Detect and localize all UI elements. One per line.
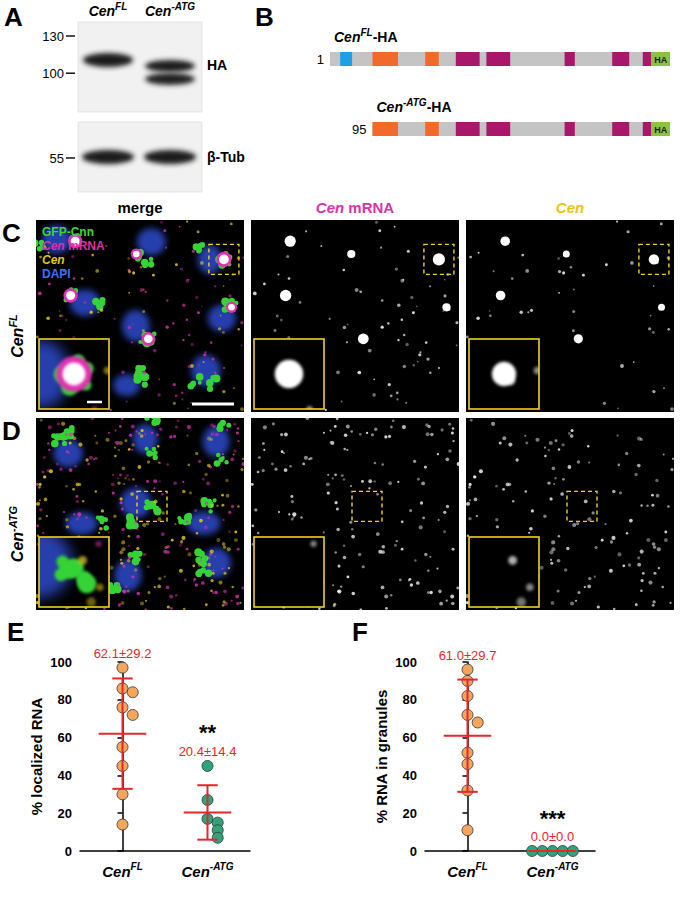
svg-text:FL: FL <box>131 861 143 872</box>
svg-text:100: 100 <box>395 655 417 670</box>
svg-text:Cen: Cen <box>526 863 554 880</box>
svg-text:60: 60 <box>58 730 72 745</box>
svg-text:Cen: Cen <box>447 863 475 880</box>
svg-text:-ATG: -ATG <box>555 861 579 872</box>
svg-text:E: E <box>7 617 24 647</box>
svg-text:HA: HA <box>654 125 667 135</box>
svg-text:100: 100 <box>50 655 72 670</box>
svg-text:**: ** <box>199 720 217 745</box>
svg-text:C: C <box>2 218 21 248</box>
svg-text:Cen: Cen <box>102 863 130 880</box>
svg-text:20.4±14.4: 20.4±14.4 <box>179 744 237 759</box>
svg-text:β-Tub: β-Tub <box>207 149 245 165</box>
svg-text:F: F <box>352 617 368 647</box>
svg-text:100: 100 <box>42 66 64 81</box>
svg-text:0: 0 <box>65 844 72 859</box>
svg-text:55: 55 <box>50 151 64 166</box>
svg-text:Cen mRNA: Cen mRNA <box>42 239 105 253</box>
svg-text:HA: HA <box>207 57 227 73</box>
svg-text:FL: FL <box>476 861 488 872</box>
svg-text:CenFL: CenFL <box>89 1 128 19</box>
svg-text:Cen: Cen <box>181 863 209 880</box>
svg-text:Cen-ATG: Cen-ATG <box>145 1 195 19</box>
svg-text:130: 130 <box>42 29 64 44</box>
svg-text:20: 20 <box>403 806 417 821</box>
svg-text:merge: merge <box>117 199 162 216</box>
svg-text:CenFL: CenFL <box>7 314 26 358</box>
svg-text:61.0±29.7: 61.0±29.7 <box>439 648 497 663</box>
svg-text:Cen: Cen <box>556 199 584 216</box>
svg-text:GFP-Cnn: GFP-Cnn <box>42 225 94 239</box>
svg-text:A: A <box>4 2 23 32</box>
svg-text:***: *** <box>540 806 566 831</box>
svg-text:40: 40 <box>403 768 417 783</box>
svg-text:HA: HA <box>654 55 667 65</box>
svg-text:20: 20 <box>58 806 72 821</box>
svg-text:Cen: Cen <box>42 253 65 267</box>
svg-text:62.1±29.2: 62.1±29.2 <box>94 646 152 661</box>
svg-text:Cen-ATG: Cen-ATG <box>7 505 26 562</box>
svg-text:Cen-ATG-HA: Cen-ATG-HA <box>377 97 452 115</box>
svg-text:Cen mRNA: Cen mRNA <box>316 199 395 216</box>
svg-text:DAPI: DAPI <box>42 267 71 281</box>
svg-text:D: D <box>2 416 21 446</box>
svg-text:60: 60 <box>403 730 417 745</box>
svg-text:80: 80 <box>58 692 72 707</box>
svg-text:-ATG: -ATG <box>210 861 234 872</box>
svg-text:% localized RNA: % localized RNA <box>28 698 45 816</box>
svg-text:80: 80 <box>403 692 417 707</box>
svg-text:0: 0 <box>410 844 417 859</box>
svg-text:95: 95 <box>352 122 366 137</box>
svg-text:1: 1 <box>317 52 324 67</box>
svg-text:% RNA in granules: % RNA in granules <box>373 690 390 824</box>
svg-text:B: B <box>255 2 274 32</box>
svg-text:0.0±0.0: 0.0±0.0 <box>531 829 574 844</box>
svg-text:CenFL-HA: CenFL-HA <box>334 27 398 45</box>
svg-text:40: 40 <box>58 768 72 783</box>
